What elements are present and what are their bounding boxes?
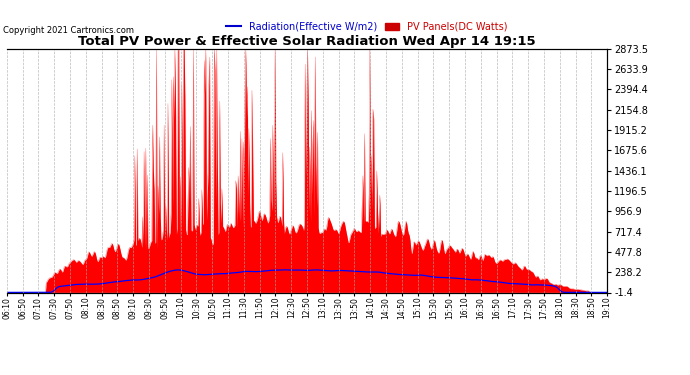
Legend: Radiation(Effective W/m2), PV Panels(DC Watts): Radiation(Effective W/m2), PV Panels(DC … [226,22,508,32]
Text: Copyright 2021 Cartronics.com: Copyright 2021 Cartronics.com [3,26,135,35]
Title: Total PV Power & Effective Solar Radiation Wed Apr 14 19:15: Total PV Power & Effective Solar Radiati… [78,34,536,48]
